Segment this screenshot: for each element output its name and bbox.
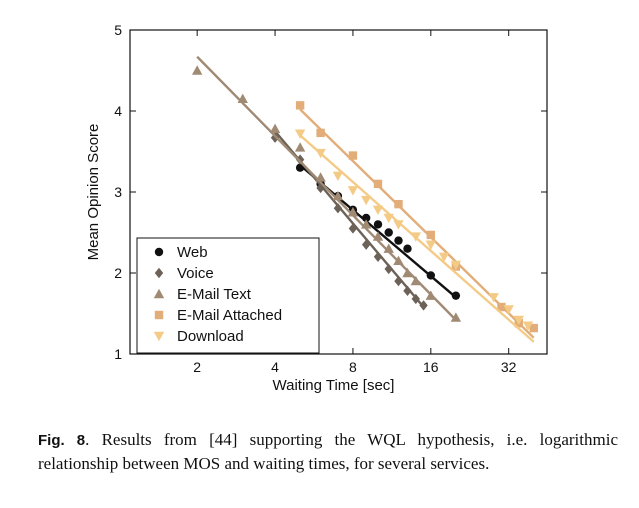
data-point-e-mail-text bbox=[402, 267, 413, 278]
data-point-e-mail-text bbox=[425, 290, 437, 300]
data-point-e-mail-text bbox=[383, 243, 394, 253]
x-tick-label: 2 bbox=[193, 359, 201, 375]
data-point-e-mail-text bbox=[294, 142, 306, 152]
mos-waiting-time-chart: 1 2 3 4 5 2 4 8 16 32 Web Voice E-Mail Text E-Mail A… bbox=[85, 22, 548, 394]
data-point-voice bbox=[403, 285, 412, 297]
data-point-web bbox=[384, 228, 393, 237]
y-tick-label: 2 bbox=[114, 265, 122, 281]
legend-marker-e-mail-attached bbox=[154, 310, 164, 320]
axis-ticks: 1 2 3 4 5 2 4 8 16 32 bbox=[114, 22, 547, 375]
data-point-e-mail-text bbox=[372, 231, 384, 241]
data-point-e-mail-text bbox=[393, 255, 404, 266]
data-point-e-mail-text bbox=[269, 123, 281, 134]
legend-label-download: Download bbox=[177, 328, 244, 345]
series-download bbox=[294, 129, 535, 343]
legend-label-e-mail-attached: E-Mail Attached bbox=[177, 307, 282, 324]
y-tick-label: 3 bbox=[114, 184, 122, 200]
data-point-download bbox=[503, 305, 514, 315]
data-point-download bbox=[383, 213, 394, 224]
data-point-voice bbox=[361, 239, 371, 250]
data-point-e-mail-text bbox=[191, 65, 203, 75]
data-point-web bbox=[394, 236, 403, 245]
data-point-download bbox=[294, 129, 306, 139]
x-tick-label: 4 bbox=[271, 359, 279, 375]
data-point-e-mail-attached bbox=[426, 230, 436, 240]
data-point-e-mail-text bbox=[410, 275, 422, 286]
data-point-download bbox=[450, 260, 462, 271]
legend-label-web: Web bbox=[177, 244, 208, 261]
legend-marker-download bbox=[153, 331, 165, 342]
series-layer bbox=[191, 55, 538, 343]
data-point-voice bbox=[394, 275, 403, 287]
data-point-e-mail-attached bbox=[348, 151, 358, 160]
data-point-voice bbox=[411, 293, 421, 305]
data-point-e-mail-attached bbox=[497, 302, 506, 312]
data-point-web bbox=[403, 244, 412, 253]
data-point-voice bbox=[419, 300, 428, 311]
data-point-e-mail-text bbox=[237, 93, 248, 104]
data-point-download bbox=[410, 232, 422, 242]
data-point-e-mail-attached bbox=[295, 101, 305, 110]
data-point-e-mail-text bbox=[315, 172, 326, 182]
x-tick-label: 8 bbox=[349, 359, 357, 375]
figure-caption: Fig. 8. Results from [44] supporting the… bbox=[38, 428, 618, 475]
data-point-web bbox=[295, 163, 305, 172]
data-point-download bbox=[438, 252, 450, 262]
y-tick-label: 5 bbox=[114, 22, 122, 38]
data-point-e-mail-attached bbox=[316, 128, 325, 138]
data-point-e-mail-text bbox=[450, 312, 462, 322]
data-point-e-mail-attached bbox=[394, 199, 403, 209]
data-point-e-mail-attached bbox=[373, 179, 383, 189]
data-point-e-mail-text bbox=[332, 190, 344, 201]
data-point-voice bbox=[333, 203, 343, 214]
legend-label-e-mail-text: E-Mail Text bbox=[177, 286, 252, 303]
data-point-web bbox=[451, 291, 461, 300]
data-point-download bbox=[425, 240, 437, 250]
series-e-mail-text bbox=[191, 55, 462, 322]
data-point-download bbox=[513, 315, 524, 326]
data-point-web bbox=[426, 271, 436, 280]
data-point-e-mail-attached bbox=[529, 323, 538, 333]
legend: Web Voice E-Mail Text E-Mail Attached Downlo… bbox=[136, 237, 320, 354]
legend-box bbox=[136, 237, 320, 354]
legend-marker-web bbox=[154, 247, 164, 257]
data-point-download bbox=[488, 293, 499, 303]
data-point-voice bbox=[384, 263, 393, 275]
data-point-download bbox=[372, 205, 384, 216]
legend-label-voice: Voice bbox=[177, 265, 214, 282]
figure-caption-label: Fig. 8 bbox=[38, 432, 86, 449]
data-point-download bbox=[347, 186, 359, 196]
data-point-download bbox=[522, 321, 534, 331]
data-point-e-mail-text bbox=[360, 219, 372, 229]
data-point-web bbox=[361, 213, 371, 223]
data-point-download bbox=[332, 171, 344, 181]
x-axis-label: Waiting Time [sec] bbox=[273, 377, 395, 394]
y-axis-label: Mean Opinion Score bbox=[85, 124, 102, 261]
data-point-voice bbox=[373, 251, 383, 262]
legend-marker-voice bbox=[154, 267, 164, 279]
data-point-download bbox=[393, 220, 404, 230]
figure-caption-text: . Results from [44] supporting the WQL h… bbox=[38, 430, 618, 473]
data-point-download bbox=[360, 195, 372, 206]
y-tick-label: 1 bbox=[114, 346, 122, 362]
y-tick-label: 4 bbox=[114, 103, 122, 119]
x-tick-label: 32 bbox=[501, 359, 517, 375]
data-point-web bbox=[373, 220, 383, 229]
data-point-e-mail-text bbox=[347, 207, 359, 217]
data-point-download bbox=[315, 148, 326, 159]
data-point-voice bbox=[348, 223, 358, 234]
legend-marker-e-mail-text bbox=[153, 288, 165, 299]
x-tick-label: 16 bbox=[423, 359, 439, 375]
